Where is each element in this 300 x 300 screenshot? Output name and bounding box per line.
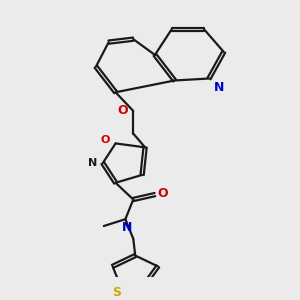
Text: N: N [122,220,132,234]
Text: O: O [101,136,110,146]
Text: N: N [88,158,98,168]
Text: O: O [117,104,128,118]
Text: O: O [158,187,169,200]
Text: S: S [112,286,122,298]
Text: N: N [213,82,224,94]
